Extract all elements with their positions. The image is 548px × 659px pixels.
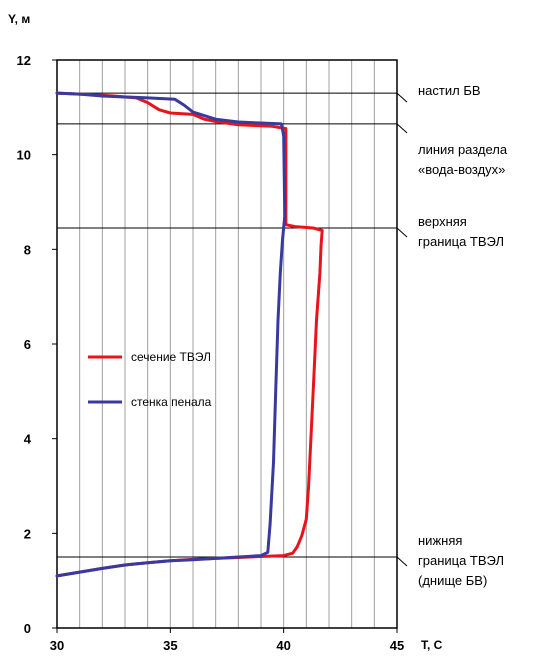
y-tick-label: 10 <box>17 148 31 163</box>
y-tick-label: 12 <box>17 53 31 68</box>
x-tick-label: 45 <box>390 638 404 653</box>
series-line-2 <box>55 91 287 578</box>
reference-label: настил БВ <box>418 83 481 98</box>
legend-label-2: стенка пенала <box>131 395 212 409</box>
y-tick-label: 0 <box>24 621 31 636</box>
reference-label: (днище БВ) <box>418 573 487 588</box>
reference-label: граница ТВЭЛ <box>418 234 504 249</box>
reference-leader <box>396 92 408 103</box>
reference-label: верхняя <box>418 214 467 229</box>
reference-label: линия раздела <box>418 142 508 157</box>
x-tick-label: 35 <box>163 638 177 653</box>
y-tick-label: 8 <box>24 242 31 257</box>
reference-leader <box>396 123 408 134</box>
reference-label: граница ТВЭЛ <box>418 553 504 568</box>
x-tick-label: 30 <box>50 638 64 653</box>
reference-leader <box>396 227 408 238</box>
series-line-1 <box>55 91 324 578</box>
y-axis-title: Y, м <box>8 12 30 26</box>
x-tick-label: 40 <box>276 638 290 653</box>
reference-label: нижняя <box>418 533 462 548</box>
reference-leader <box>396 556 408 567</box>
y-tick-label: 4 <box>24 432 32 447</box>
x-axis-title: T, C <box>421 638 443 652</box>
plot-frame <box>56 59 398 629</box>
reference-label: «вода-воздух» <box>418 162 505 177</box>
y-tick-label: 6 <box>24 337 31 352</box>
y-tick-label: 2 <box>24 526 31 541</box>
legend-label-1: сечение ТВЭЛ <box>131 350 211 364</box>
